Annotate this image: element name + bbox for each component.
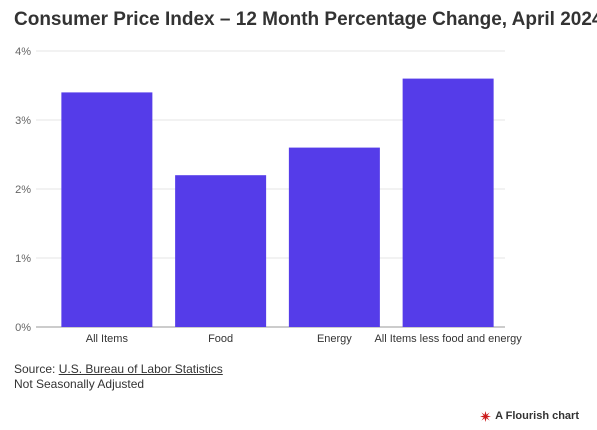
source-prefix: Source:	[14, 362, 59, 376]
brand-label: A Flourish chart	[495, 410, 579, 422]
x-category-label: Energy	[317, 333, 352, 345]
bar	[402, 78, 494, 327]
y-tick-label: 1%	[15, 253, 31, 265]
x-category-label: All Items less food and energy	[374, 333, 522, 345]
y-tick-label: 3%	[15, 115, 31, 127]
x-category-label: Food	[208, 333, 233, 345]
bar	[61, 92, 153, 328]
adjustment-note: Not Seasonally Adjusted	[14, 377, 145, 391]
bar	[288, 147, 380, 327]
source-line: Source: U.S. Bureau of Labor Statistics	[14, 362, 223, 377]
y-tick-label: 4%	[15, 46, 31, 58]
flourish-brand[interactable]: A Flourish chart	[480, 410, 579, 422]
x-category-label: All Items	[86, 333, 129, 345]
source-link[interactable]: U.S. Bureau of Labor Statistics	[58, 362, 223, 376]
y-tick-label: 2%	[15, 184, 31, 196]
bar	[175, 175, 267, 327]
chart-footer: Source: U.S. Bureau of Labor Statistics …	[14, 362, 223, 392]
bar-chart: 0% 1% 2% 3% 4% All Items Food Energy All Items l…	[15, 46, 522, 345]
y-tick-label: 0%	[15, 322, 31, 334]
flourish-logo-icon	[480, 410, 492, 422]
chart-title: Consumer Price Index – 12 Month Percenta…	[14, 9, 597, 30]
